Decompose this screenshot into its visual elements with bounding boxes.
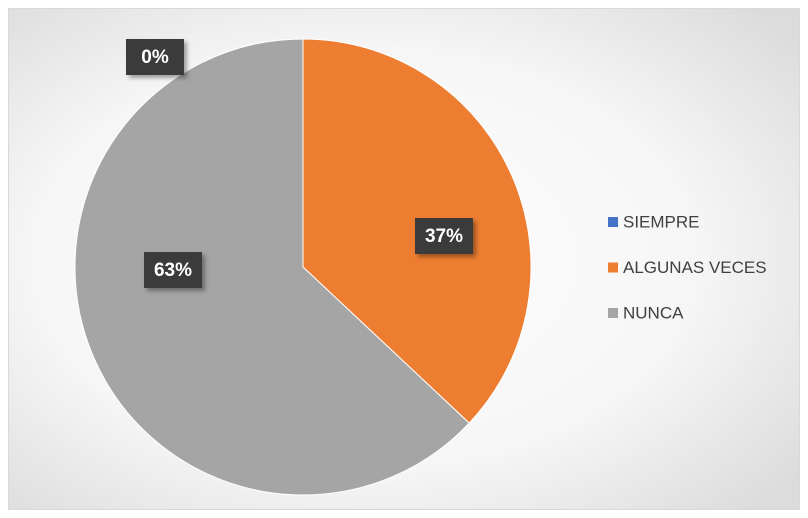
data-label-box [144,252,202,288]
legend-label: NUNCA [623,303,684,322]
legend-swatch [608,308,618,318]
data-label: 0% [141,47,169,68]
data-label-box [415,218,473,254]
data-label-box [126,39,184,75]
data-labels: 0% 37% 63% [126,39,473,288]
legend-swatch [608,217,618,227]
legend-label: SIEMPRE [623,212,700,231]
legend: SIEMPRE ALGUNAS VECES NUNCA [608,212,767,322]
data-label: 37% [425,226,463,247]
data-label: 63% [154,260,192,281]
legend-label: ALGUNAS VECES [623,258,767,277]
legend-swatch [608,262,618,273]
pie [74,38,532,496]
pie-slice [74,38,470,496]
